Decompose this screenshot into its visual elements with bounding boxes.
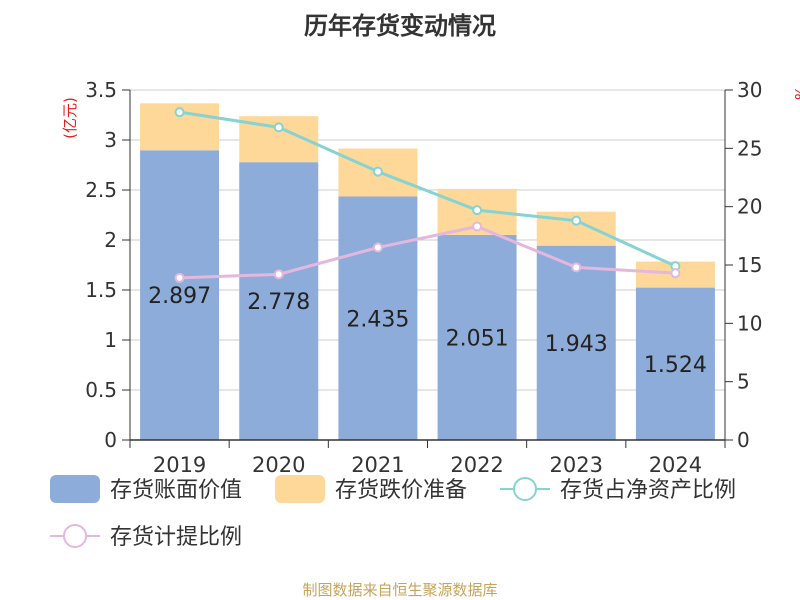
legend-swatch [275,475,325,503]
data-labels: 2.897 2.778 2.435 2.051 1.943 1.524 [148,284,707,378]
y-right-tick-label: 5 [737,370,750,394]
y-left-tick-label: 3.5 [85,78,117,102]
x-tick-label: 2022 [450,453,503,477]
line-ratio-net-assets-point [472,205,483,216]
line-ratio-net-assets-point [571,215,582,226]
y-left-tick-label: 0 [104,428,117,452]
x-tick-label: 2024 [649,453,702,477]
y-left-tick-label: 1.5 [85,278,117,302]
legend-swatch [50,475,100,503]
bar-book-value [239,162,319,440]
line-ratio-net-assets-point [273,122,284,133]
x-tick-label: 2021 [351,453,404,477]
y-right-tick-label: 0 [737,428,750,452]
bar-book-value [437,234,517,440]
line-provision-ratio-point [372,242,383,253]
x-tick-label: 2019 [153,453,206,477]
line-ratio-net-assets-point [174,107,185,118]
line-ratio-net-assets-point [372,166,383,177]
line-provision-ratio-point [670,268,681,279]
bar-book-value [635,287,715,440]
y-left-tick-label: 2 [104,228,117,252]
axes: 0 0.5 1 1.5 2 2.5 3 3.5 0 5 10 15 20 25 30 2019 2020 2021… [85,78,762,477]
grid-lines [130,89,725,441]
line-provision-ratio [179,224,676,280]
bars [140,103,715,441]
x-tick-label: 2023 [550,453,603,477]
line-provision-ratio-point [273,269,284,280]
source-note: 制图数据来自恒生聚源数据库 [302,581,497,599]
line-provision-ratio-point [174,272,185,283]
y-left-tick-label: 0.5 [85,378,117,402]
bar-value-label: 2.897 [148,284,211,309]
y-right-tick-label: 25 [737,136,762,160]
line-provision-ratio-point [472,221,483,232]
bar-book-value [140,150,220,441]
bar-value-label: 2.051 [446,326,509,351]
legend-label: 存货计提比例 [110,525,242,550]
bar-value-label: 2.778 [247,290,310,315]
legend-label: 存货占净资产比例 [560,478,736,503]
legend-swatch-marker [63,524,87,548]
left-axis-unit: (亿元) [61,97,79,139]
y-left-tick-label: 2.5 [85,178,117,202]
x-tick-label: 2020 [252,453,305,477]
right-axis-unit: % [792,86,800,100]
y-right-tick-label: 10 [737,311,762,335]
line-provision-ratio-point [571,262,582,273]
legend-label: 存货跌价准备 [335,478,467,503]
y-left-tick-label: 3 [104,128,117,152]
y-left-tick-label: 1 [104,328,117,352]
bar-value-label: 1.524 [644,353,707,378]
bar-book-value [338,196,418,440]
bar-value-label: 2.435 [346,307,409,332]
legend-label: 存货账面价值 [110,478,242,503]
line-ratio-net-assets [179,110,677,268]
y-right-tick-label: 20 [737,195,762,219]
y-right-tick-label: 15 [737,253,762,277]
line-series [174,107,681,283]
y-right-tick-label: 30 [737,78,762,102]
legend-swatch-marker [513,477,537,501]
chart-title: 历年存货变动情况 [304,12,496,40]
bar-value-label: 1.943 [545,332,608,357]
bar-book-value [536,245,616,440]
